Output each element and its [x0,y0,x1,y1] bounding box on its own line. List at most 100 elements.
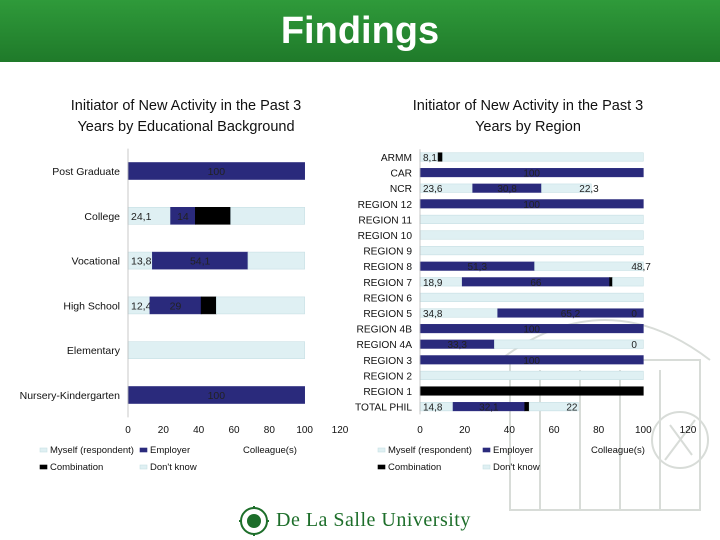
x-tick-label: 100 [296,425,313,436]
category-label: REGION 1 [363,387,412,398]
category-label: NCR [390,184,412,195]
category-label: Nursery-Kindergarten [20,390,121,402]
data-label: 100 [523,169,540,180]
legend-label: Employer [150,445,190,456]
x-tick-label: 60 [228,425,240,436]
bar-don-t-know [419,230,644,240]
bar-don-t-know [419,214,644,224]
category-label: Elementary [67,345,121,357]
data-label: 34,8 [423,309,443,320]
legend-label: Myself (respondent) [50,445,134,456]
legend-label: Don't know [150,462,197,473]
slide-title: Findings [280,10,440,52]
data-label: 65,2 [561,309,581,320]
category-label: REGION 6 [363,293,412,304]
bar-combination [609,277,613,287]
category-label: ARMM [381,153,412,164]
bar-combination [524,402,530,412]
category-label: High School [63,300,120,312]
legend-swatch [39,447,48,453]
bar-don-t-know [534,261,644,271]
right-title-line2: Years by Region [475,119,581,135]
bar-don-t-know [442,152,644,162]
x-tick-label: 0 [417,425,423,436]
legend-swatch [139,464,148,470]
category-label: REGION 4A [357,340,413,351]
category-label: TOTAL PHIL [355,403,412,414]
bar-don-t-know [419,246,644,256]
bar-combination [437,152,443,162]
data-label: 14 [177,211,189,223]
data-label: 22 [566,403,578,414]
x-axis-title: Colleague(s) [243,445,297,456]
bar-don-t-know [230,207,305,225]
legend-label: Don't know [493,462,540,473]
data-label: 100 [208,390,226,402]
category-label: REGION 5 [363,309,412,320]
x-tick-label: 0 [125,425,131,436]
data-label: 0 [631,309,637,320]
bar-don-t-know [494,339,644,349]
legend-label: Combination [50,462,103,473]
category-label: REGION 3 [363,356,412,367]
data-label: 100 [523,200,540,211]
legend-swatch [377,447,386,453]
x-tick-label: 80 [593,425,605,436]
title-banner [0,0,720,62]
category-label: REGION 12 [358,200,413,211]
data-label: 48,7 [631,262,651,273]
data-label: 100 [523,325,540,336]
data-label: 66 [530,278,542,289]
x-tick-label: 120 [680,425,697,436]
data-label: 30,8 [497,184,517,195]
university-name: De La Salle University [276,509,471,531]
x-tick-label: 120 [332,425,349,436]
category-label: College [84,211,120,223]
x-tick-label: 40 [504,425,516,436]
legend-swatch [482,447,491,453]
data-label: 13,8 [131,256,152,268]
data-label: 0 [631,340,637,351]
left-title-line1: Initiator of New Activity in the Past 3 [71,98,302,114]
data-label: 24,1 [131,211,152,223]
legend-swatch [482,464,491,470]
left-title-line2: Years by Educational Background [77,119,294,135]
data-label: 22,3 [579,184,599,195]
x-tick-label: 100 [635,425,652,436]
category-label: REGION 9 [363,247,412,258]
data-label: 100 [523,356,540,367]
chart-educational-background: Initiator of New Activity in the Past 3 … [20,98,349,473]
bar-don-t-know [216,296,305,315]
bar-don-t-know [247,251,305,270]
category-label: REGION 8 [363,262,412,273]
data-label: 8,1 [423,153,437,164]
category-label: REGION 7 [363,278,412,289]
bar-don-t-know [528,402,579,412]
data-label: 14,8 [423,403,443,414]
x-axis-title: Colleague(s) [591,445,645,456]
data-label: 23,6 [423,184,443,195]
x-tick-label: 20 [459,425,471,436]
data-label: 51,3 [468,262,488,273]
bar-don-t-know [612,277,644,287]
category-label: REGION 10 [358,231,413,242]
data-label: 18,9 [423,278,443,289]
category-label: Vocational [72,256,120,268]
chart-region: Initiator of New Activity in the Past 3 … [355,98,697,473]
university-seal-icon [239,506,269,536]
bar-don-t-know [419,370,644,380]
data-label: 29 [170,300,182,312]
x-tick-label: 40 [193,425,205,436]
legend-swatch [39,464,48,470]
data-label: 100 [208,166,226,178]
legend-label: Combination [388,462,441,473]
category-label: REGION 11 [358,215,412,226]
data-label: 32,1 [479,403,499,414]
data-label: 12,4 [131,300,152,312]
bar-combination [419,386,644,396]
category-label: CAR [390,169,412,180]
legend-label: Myself (respondent) [388,445,472,456]
category-label: REGION 2 [363,371,412,382]
x-tick-label: 60 [548,425,560,436]
bar-employer [497,308,644,318]
